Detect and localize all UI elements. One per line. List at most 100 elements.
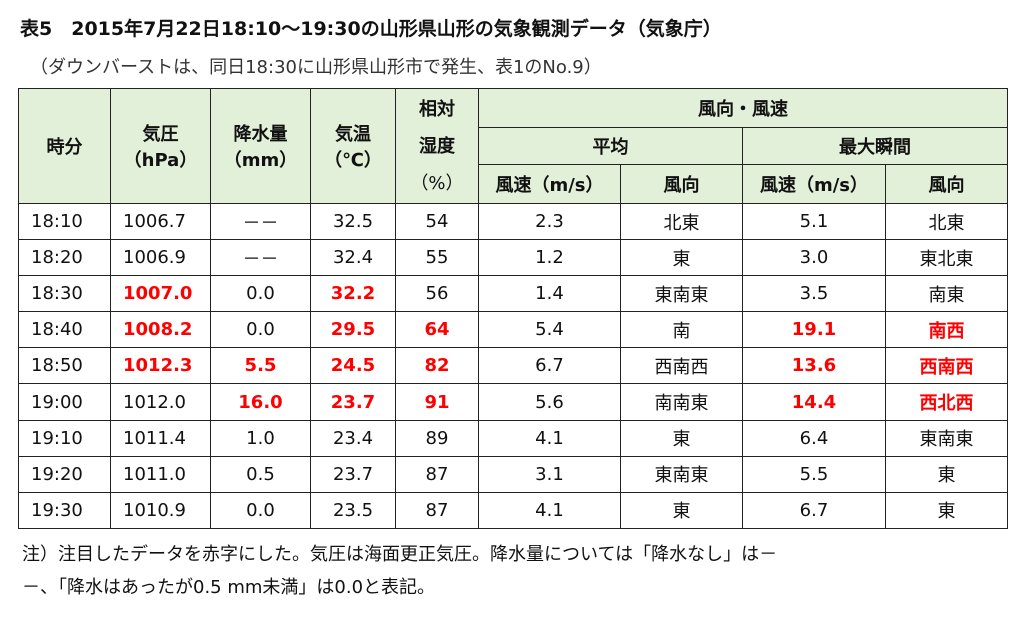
cell-precip: 0.0	[210, 311, 311, 349]
cell-avg-dir: 北東	[620, 202, 743, 241]
cell-max-dir: 東	[885, 455, 1008, 493]
table-row: 18:30 1007.0 0.0 32.2 56 1.4 東南東 3.5 南東	[18, 275, 1008, 313]
cell-max-speed: 14.4	[742, 383, 886, 421]
cell-temp: 23.5	[310, 491, 396, 529]
table-row: 18:40 1008.2 0.0 29.5 64 5.4 南 19.1 南西	[18, 311, 1008, 349]
cell-pressure: 1007.0	[110, 275, 211, 313]
cell-time: 18:50	[18, 347, 111, 385]
cell-time: 19:30	[18, 491, 111, 529]
cell-time: 19:00	[18, 383, 111, 421]
cell-max-speed: 6.4	[742, 419, 886, 457]
cell-max-dir: 南東	[885, 275, 1008, 313]
cell-time: 18:40	[18, 311, 111, 349]
cell-time: 19:20	[18, 455, 111, 493]
note-line-1: 注）注目したデータを赤字にした。気圧は海面更正気圧。降水量については「降水なし」…	[22, 544, 778, 565]
header-temp: 気温 （℃）	[310, 88, 396, 204]
cell-pressure: 1010.9	[110, 491, 211, 529]
cell-max-speed: 19.1	[742, 311, 886, 349]
cell-max-dir: 南西	[885, 311, 1008, 349]
cell-precip: 16.0	[210, 383, 311, 421]
header-max: 最大瞬間	[742, 127, 1008, 165]
cell-pressure: 1006.7	[110, 202, 211, 241]
cell-pressure: 1012.3	[110, 347, 211, 385]
cell-avg-dir: 東	[620, 239, 743, 277]
cell-avg-speed: 1.2	[478, 239, 621, 277]
header-max-dir: 風向	[885, 164, 1008, 204]
cell-time: 18:30	[18, 275, 111, 313]
cell-avg-dir: 東	[620, 491, 743, 529]
cell-max-dir: 東南東	[885, 419, 1008, 457]
header-pressure: 気圧 （hPa）	[110, 88, 211, 204]
cell-avg-speed: 5.6	[478, 383, 621, 421]
cell-max-dir: 東北東	[885, 239, 1008, 277]
header-avg: 平均	[478, 127, 743, 165]
cell-avg-dir: 南南東	[620, 383, 743, 421]
cell-max-speed: 5.1	[742, 202, 886, 241]
header-precip: 降水量 （mm）	[210, 88, 311, 204]
cell-avg-dir: 東	[620, 419, 743, 457]
cell-pressure: 1008.2	[110, 311, 211, 349]
cell-precip: 1.0	[210, 419, 311, 457]
cell-temp: 23.4	[310, 419, 396, 457]
cell-avg-dir: 南	[620, 311, 743, 349]
table-row: 19:00 1012.0 16.0 23.7 91 5.6 南南東 14.4 西北西	[18, 383, 1008, 421]
cell-avg-speed: 5.4	[478, 311, 621, 349]
header-wind: 風向・風速	[478, 88, 1008, 128]
cell-avg-dir: 西南西	[620, 347, 743, 385]
cell-precip: 0.0	[210, 275, 311, 313]
cell-precip: －－	[210, 202, 311, 241]
cell-avg-speed: 6.7	[478, 347, 621, 385]
cell-pressure: 1011.4	[110, 419, 211, 457]
cell-pressure: 1012.0	[110, 383, 211, 421]
header-max-speed: 風速（m/s）	[742, 164, 886, 204]
cell-humidity: 89	[395, 419, 479, 457]
cell-time: 19:10	[18, 419, 111, 457]
cell-max-speed: 3.0	[742, 239, 886, 277]
table-row: 19:30 1010.9 0.0 23.5 87 4.1 東 6.7 東	[18, 491, 1008, 529]
table-row: 18:50 1012.3 5.5 24.5 82 6.7 西南西 13.6 西南西	[18, 347, 1008, 385]
cell-pressure: 1006.9	[110, 239, 211, 277]
cell-temp: 23.7	[310, 383, 396, 421]
cell-humidity: 87	[395, 455, 479, 493]
cell-max-dir: 北東	[885, 202, 1008, 241]
cell-avg-speed: 1.4	[478, 275, 621, 313]
cell-precip: 0.0	[210, 491, 311, 529]
cell-humidity: 82	[395, 347, 479, 385]
cell-humidity: 87	[395, 491, 479, 529]
cell-max-dir: 東	[885, 491, 1008, 529]
cell-humidity: 56	[395, 275, 479, 313]
cell-max-speed: 3.5	[742, 275, 886, 313]
table-title: 表5 2015年7月22日18:10～19:30の山形県山形の気象観測データ（気…	[20, 18, 722, 40]
cell-pressure: 1011.0	[110, 455, 211, 493]
cell-humidity: 91	[395, 383, 479, 421]
table-row: 19:20 1011.0 0.5 23.7 87 3.1 東南東 5.5 東	[18, 455, 1008, 493]
cell-avg-speed: 4.1	[478, 419, 621, 457]
cell-humidity: 55	[395, 239, 479, 277]
header-time: 時分	[18, 88, 111, 204]
cell-precip: －－	[210, 239, 311, 277]
cell-precip: 5.5	[210, 347, 311, 385]
cell-humidity: 64	[395, 311, 479, 349]
header-avg-dir: 風向	[620, 164, 743, 204]
note-line-2: －、「降水はあったが0.5 mm未満」は0.0と表記。	[22, 577, 436, 598]
cell-avg-dir: 東南東	[620, 455, 743, 493]
cell-avg-dir: 東南東	[620, 275, 743, 313]
cell-temp: 23.7	[310, 455, 396, 493]
cell-temp: 24.5	[310, 347, 396, 385]
cell-time: 18:20	[18, 239, 111, 277]
header-avg-speed: 風速（m/s）	[478, 164, 621, 204]
weather-data-table: 時分 気圧 （hPa） 降水量 （mm） 気温 （℃） 相対 湿度 （%） 風向・風速 平…	[18, 88, 1008, 529]
cell-avg-speed: 3.1	[478, 455, 621, 493]
table-row: 18:10 1006.7 －－ 32.5 54 2.3 北東 5.1 北東	[18, 202, 1008, 241]
table-subtitle: （ダウンバーストは、同日18:30に山形県山形市で発生、表1のNo.9）	[30, 57, 602, 78]
cell-avg-speed: 4.1	[478, 491, 621, 529]
cell-temp: 29.5	[310, 311, 396, 349]
cell-temp: 32.5	[310, 202, 396, 241]
header-humidity: 相対 湿度 （%）	[395, 88, 479, 204]
cell-humidity: 54	[395, 202, 479, 241]
table-row: 18:20 1006.9 －－ 32.4 55 1.2 東 3.0 東北東	[18, 239, 1008, 277]
cell-max-dir: 西南西	[885, 347, 1008, 385]
cell-avg-speed: 2.3	[478, 202, 621, 241]
cell-time: 18:10	[18, 202, 111, 241]
cell-max-dir: 西北西	[885, 383, 1008, 421]
